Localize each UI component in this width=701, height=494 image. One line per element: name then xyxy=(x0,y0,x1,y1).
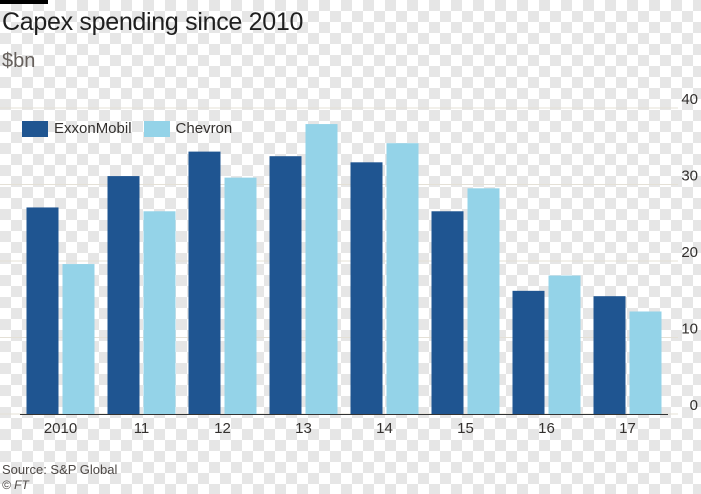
x-tick-label: 12 xyxy=(214,420,231,437)
chart-subtitle: $bn xyxy=(2,50,36,72)
chart-legend: ExxonMobil Chevron xyxy=(22,120,232,137)
legend-swatch-exxonmobil xyxy=(22,120,48,137)
bar-exxonmobil-12 xyxy=(188,151,221,415)
legend-item-exxonmobil: ExxonMobil xyxy=(22,120,132,137)
bar-exxonmobil-17 xyxy=(593,296,626,414)
bar-exxonmobil-14 xyxy=(350,162,383,414)
bar-chevron-17 xyxy=(629,311,662,414)
chart-canvas: 0 10 20 30 40 2010 11 12 13 14 15 16 17 xyxy=(0,91,698,437)
x-tick-label: 13 xyxy=(295,420,312,437)
legend-item-chevron: Chevron xyxy=(143,120,233,137)
chart-title: Capex spending since 2010 xyxy=(2,8,304,36)
bar-chevron-2010 xyxy=(62,264,95,414)
ft-credit: © FT xyxy=(2,478,29,492)
bar-chevron-14 xyxy=(386,143,419,414)
legend-label-chevron: Chevron xyxy=(175,120,233,137)
x-tick-label: 11 xyxy=(134,420,150,437)
bar-chevron-15 xyxy=(467,188,500,414)
x-tick-label: 15 xyxy=(457,420,474,437)
bar-exxonmobil-13 xyxy=(269,156,302,414)
bar-exxonmobil-11 xyxy=(107,176,140,414)
header-rule xyxy=(0,0,48,4)
bar-chart: 0 10 20 30 40 2010 11 12 13 14 15 16 17 xyxy=(0,90,701,440)
y-tick-label: 30 xyxy=(681,168,698,185)
x-tick-label: 17 xyxy=(619,420,636,437)
x-tick-label: 14 xyxy=(376,420,393,437)
legend-label-exxonmobil: ExxonMobil xyxy=(54,120,132,137)
bar-chevron-13 xyxy=(305,124,338,414)
y-tick-label: 20 xyxy=(681,244,698,261)
bar-exxonmobil-16 xyxy=(512,290,545,414)
bar-chevron-16 xyxy=(548,275,581,414)
bar-exxonmobil-15 xyxy=(431,211,464,414)
y-tick-label: 10 xyxy=(681,321,698,338)
bar-exxonmobil-2010 xyxy=(26,207,59,414)
x-tick-label: 2010 xyxy=(44,420,77,437)
bar-chevron-11 xyxy=(143,211,176,414)
source-note: Source: S&P Global xyxy=(2,462,118,477)
x-tick-label: 16 xyxy=(538,420,555,437)
y-tick-label: 0 xyxy=(690,397,698,414)
legend-swatch-chevron xyxy=(143,120,170,137)
y-tick-label: 40 xyxy=(681,91,698,108)
bar-chevron-12 xyxy=(224,177,257,414)
